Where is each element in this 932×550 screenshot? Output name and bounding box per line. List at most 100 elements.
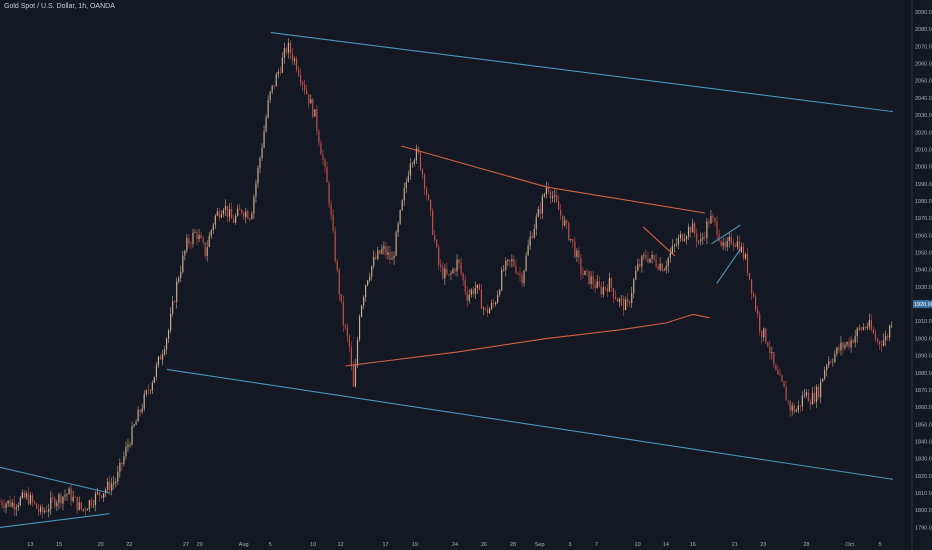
candle-body [874, 333, 877, 340]
candle-body [226, 205, 229, 217]
price-tick-label: 1970.000 [915, 216, 932, 222]
candle-body [456, 259, 458, 272]
candle-body [190, 243, 192, 245]
time-tick-label: 19 [412, 542, 418, 548]
candle-body [661, 263, 663, 271]
candle-body [5, 503, 7, 508]
trend-line [642, 226, 676, 257]
candle-body [149, 390, 151, 391]
candle-body [832, 361, 834, 363]
candle-body [105, 489, 107, 494]
candle-body [172, 301, 174, 314]
candle-body [716, 221, 718, 235]
candle-body [815, 386, 818, 402]
candle-body [539, 208, 541, 214]
candle-body [824, 370, 826, 379]
candle-body [356, 339, 359, 366]
candle-body [889, 325, 891, 338]
candle-body [11, 502, 13, 507]
candle-body [401, 200, 403, 211]
candle-body [685, 236, 688, 240]
time-tick-label: 22 [126, 542, 132, 548]
candle-body [655, 259, 657, 267]
candle-body [3, 505, 5, 508]
candle-body [340, 294, 342, 302]
candle-body [405, 181, 407, 189]
candle-body [757, 309, 759, 315]
candle-body [659, 263, 661, 270]
candle-body [44, 510, 46, 513]
candle-body [338, 270, 340, 295]
candle-body [692, 223, 694, 233]
candle-body [68, 488, 70, 495]
candle-body [466, 291, 468, 301]
candle-body [712, 216, 714, 219]
candle-body [476, 284, 478, 289]
candle-body [478, 284, 480, 290]
price-tick-label: 2070.000 [915, 44, 932, 50]
candle-body [255, 183, 257, 197]
price-tick-label: 2080.000 [915, 27, 932, 33]
candle-body [70, 488, 72, 502]
candle-body [19, 497, 21, 506]
candle-body [389, 252, 391, 260]
candle-body [74, 496, 76, 498]
candle-body [525, 255, 527, 271]
candle-body [300, 75, 302, 83]
candle-body [763, 328, 765, 338]
price-tick-label: 1950.000 [915, 251, 932, 257]
candle-body [807, 392, 810, 402]
candle-body [425, 188, 428, 196]
candle-body [308, 94, 310, 104]
candle-body [438, 247, 440, 265]
candle-body [194, 231, 196, 233]
candle-body [671, 245, 673, 254]
candle-body [590, 276, 592, 285]
candle-body [891, 325, 893, 327]
candle-body [706, 221, 708, 239]
candle-body [547, 187, 550, 192]
current-price-marker [913, 300, 932, 309]
candle-body [742, 246, 745, 259]
candle-body [639, 264, 641, 267]
candle-body [324, 160, 326, 167]
candle-body [748, 272, 751, 280]
candle-body [852, 340, 854, 343]
candle-body [200, 235, 202, 239]
candle-body [795, 410, 797, 412]
candle-body [541, 196, 543, 214]
candle-body [822, 378, 824, 382]
candle-body [80, 502, 82, 510]
candle-body [779, 374, 781, 376]
candle-body [25, 493, 28, 498]
candle-body [302, 82, 304, 85]
candle-body [304, 84, 306, 91]
candle-body [551, 196, 554, 199]
candle-body [665, 266, 667, 270]
candle-body [411, 163, 413, 165]
candle-body [127, 444, 129, 447]
candle-body [228, 209, 231, 217]
candle-body [186, 237, 188, 251]
candle-body [251, 213, 253, 220]
candle-body [13, 502, 15, 510]
candle-body [387, 252, 389, 255]
candle-body [176, 281, 178, 302]
candle-body [653, 255, 655, 260]
price-axis[interactable]: 1790.000 1800.000 1810.000 1820.000 1830.000… [911, 0, 932, 550]
time-axis[interactable]: 13 15 20 22 27 29 Aug 5 10 12 17 19 24 26 28 Sep 3 7 10 14 1… [27, 542, 881, 548]
candle-body [42, 506, 44, 513]
candle-body [720, 241, 722, 246]
candle-body [531, 236, 533, 238]
candle-body [553, 195, 556, 197]
candle-body [710, 216, 712, 224]
candle-body [328, 182, 330, 205]
candle-body [442, 267, 444, 279]
trend-line [401, 145, 706, 214]
candle-body [423, 174, 426, 189]
candle-body [860, 327, 862, 330]
price-tick-label: 2010.000 [915, 147, 932, 153]
candle-body [641, 256, 643, 267]
candle-body [690, 227, 692, 233]
